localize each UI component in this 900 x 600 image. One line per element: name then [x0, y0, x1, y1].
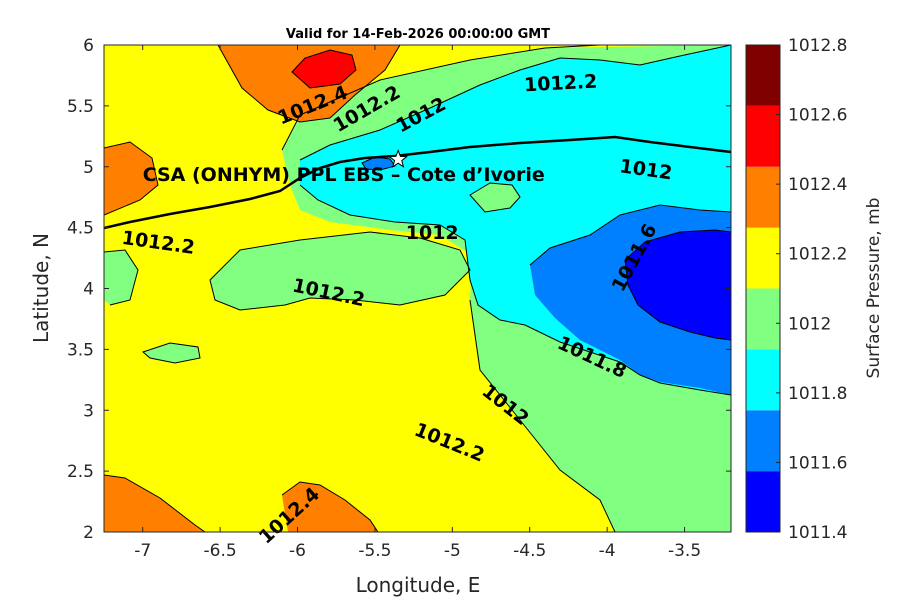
chart-title: Valid for 14-Feb-2026 00:00:00 GMT: [286, 27, 550, 42]
contour-label: 1012.2: [523, 71, 597, 97]
plot-area: [104, 45, 731, 532]
region-1012-4-south: [282, 482, 378, 532]
site-annotation: CSA (ONHYM) PPL EBS – Cote d’Ivorie: [143, 164, 545, 186]
colorbar: 1011.4 1011.6 1011.8 1012 1012.2 1012.4 1012.6…: [745, 36, 847, 543]
region-1012-inner: [470, 183, 520, 212]
x-tick-label: -7: [134, 541, 151, 561]
x-axis-label: Longitude, E: [356, 573, 481, 597]
region-1012-4-southwest: [104, 475, 205, 532]
y-tick-label: 5.5: [67, 97, 94, 117]
contour-label: 1012: [406, 222, 459, 244]
colorbar-tick-label: 1012: [788, 314, 831, 334]
region-1012-west: [210, 232, 470, 310]
region-1012-small-b: [104, 250, 138, 305]
region-1011-4: [625, 230, 731, 340]
colorbar-segment: [746, 410, 780, 472]
y-axis-ticks: 2 2.5 3 3.5 4 4.5 5 5.5 6: [67, 36, 731, 543]
colorbar-label: Surface Pressure, mb: [864, 198, 884, 379]
colorbar-tick-label: 1011.6: [788, 453, 847, 473]
y-tick-label: 3: [83, 401, 94, 421]
x-tick-label: -6.5: [204, 541, 237, 561]
colorbar-tick-label: 1012.4: [788, 175, 847, 195]
colorbar-segment: [746, 166, 780, 228]
colorbar-tick-label: 1011.4: [788, 523, 847, 543]
contour-lines: [104, 45, 731, 532]
colorbar-segment: [746, 288, 780, 350]
colorbar-tick-label: 1012.8: [788, 36, 847, 56]
y-tick-label: 5: [83, 158, 94, 178]
x-tick-label: -5: [444, 541, 461, 561]
x-tick-label: -3.5: [668, 541, 701, 561]
colorbar-frame: [745, 44, 781, 533]
x-tick-label: -4: [599, 541, 616, 561]
region-1012-6: [292, 50, 356, 88]
x-axis-ticks: -7 -6.5 -6 -5.5 -5 -4.5 -4 -3.5: [134, 45, 701, 561]
y-tick-label: 2: [83, 523, 94, 543]
region-1012-small-a: [143, 343, 200, 363]
y-tick-label: 4: [83, 280, 94, 300]
colorbar-tick-label: 1011.8: [788, 384, 847, 404]
y-axis-label: Latitude, N: [29, 233, 53, 343]
x-tick-label: -4.5: [513, 541, 546, 561]
y-tick-label: 4.5: [67, 219, 94, 239]
colorbar-segment: [746, 227, 780, 289]
y-tick-label: 2.5: [67, 462, 94, 482]
region-1012-4-west: [104, 142, 158, 215]
x-tick-label: -5.5: [358, 541, 391, 561]
y-tick-label: 3.5: [67, 340, 94, 360]
colorbar-tick-label: 1012.2: [788, 245, 847, 265]
region-1011-6-small: [362, 157, 395, 170]
colorbar-tick-label: 1012.6: [788, 106, 847, 126]
colorbar-segment: [746, 45, 780, 106]
site-star-marker: [388, 149, 409, 168]
colorbar-segment: [746, 471, 780, 532]
y-tick-label: 6: [83, 36, 94, 56]
coastline: [104, 135, 731, 230]
colorbar-segment: [746, 349, 780, 411]
x-tick-label: -6: [289, 541, 306, 561]
colorbar-segment: [746, 105, 780, 167]
